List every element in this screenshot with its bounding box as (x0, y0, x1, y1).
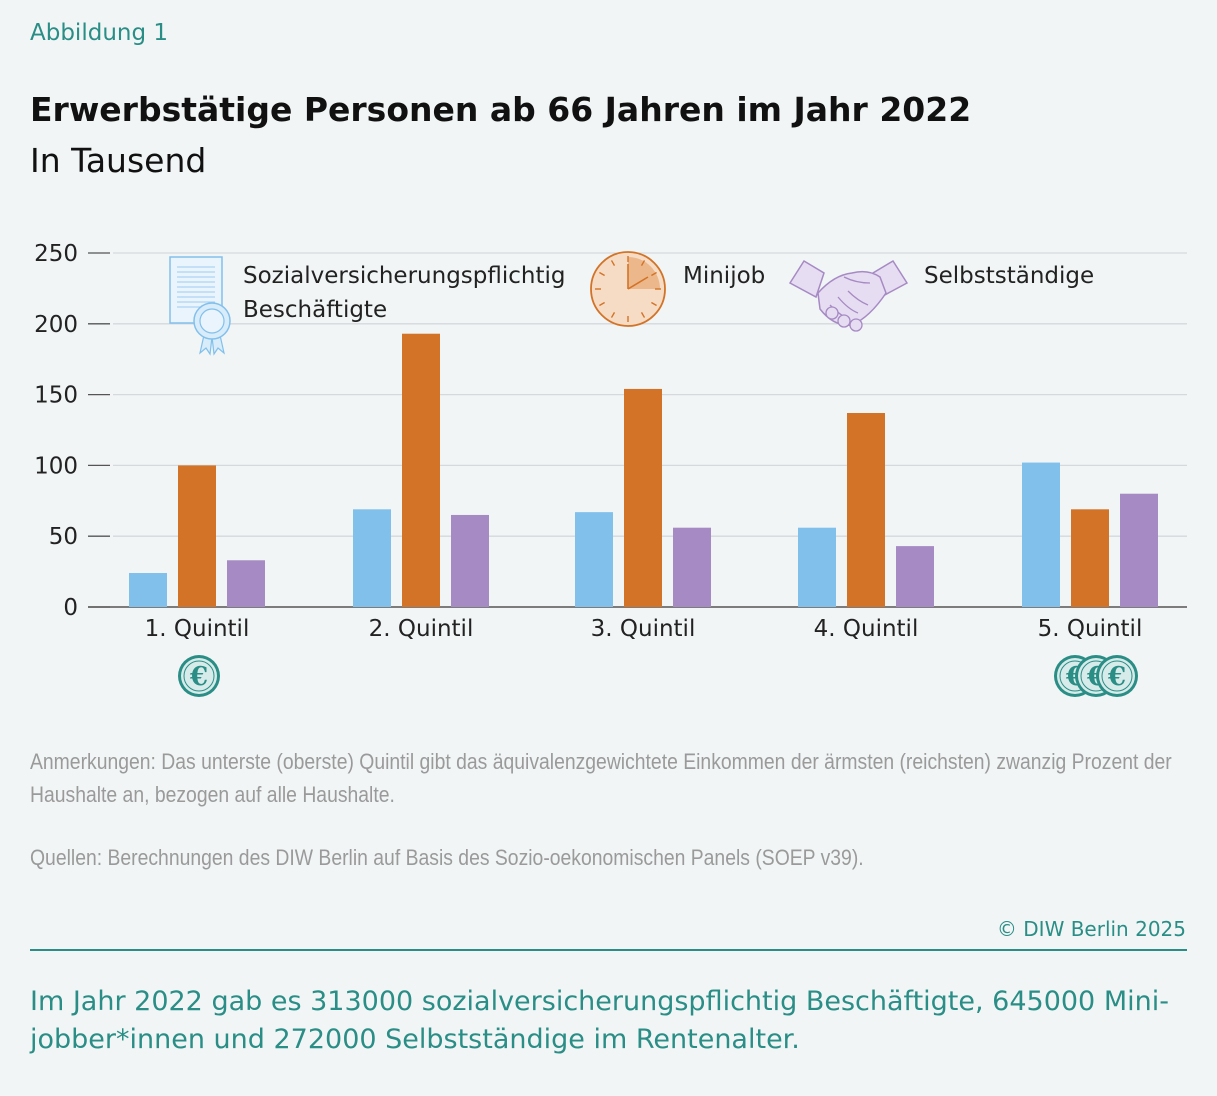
quintile-coins: € € € € (178, 655, 1138, 697)
y-tick-label: 100 (34, 453, 78, 479)
x-tick-label: 3. Quintil (591, 616, 696, 642)
figure-label: Abbildung 1 (30, 20, 169, 46)
legend: Sozialversicherungspflichtig Beschäftigte… (169, 251, 1094, 356)
legend-label: Minijob (683, 263, 765, 289)
bar (798, 527, 836, 607)
bar (624, 388, 662, 607)
certificate-icon (169, 256, 231, 356)
bar (847, 413, 885, 607)
bar (178, 465, 216, 607)
legend-label: Beschäftigte (243, 297, 387, 323)
euro-coins-stack-icon: € € € (1054, 655, 1138, 697)
x-tick-label: 1. Quintil (145, 616, 250, 642)
x-tick-label: 5. Quintil (1038, 616, 1143, 642)
svg-text:€: € (189, 662, 208, 692)
bar (451, 514, 489, 607)
bar (673, 527, 711, 607)
grid-lines: 0 50 100 150 200 250 (34, 241, 1187, 621)
legend-label: Sozialversicherungspflichtig (243, 263, 565, 289)
x-tick-label: 2. Quintil (369, 616, 474, 642)
y-tick-label: 150 (34, 383, 78, 409)
bar (353, 509, 391, 607)
x-tick-label: 4. Quintil (814, 616, 919, 642)
bar-chart: 0 50 100 150 200 250 Sozialversicherungspflic… (34, 241, 1187, 697)
y-tick-label: 50 (49, 524, 78, 550)
bar (575, 512, 613, 607)
chart-title: Erwerbstätige Personen ab 66 Jahren im J… (30, 90, 972, 129)
note-anmerkungen: Anmerkungen: Das unterste (oberste) Quin… (30, 749, 1172, 807)
bars (129, 333, 1158, 607)
bar (227, 560, 265, 607)
bar (1071, 509, 1109, 607)
divider-line (30, 949, 1187, 951)
legend-label: Selbstständige (924, 263, 1094, 289)
note-quellen: Quellen: Berechnungen des DIW Berlin auf… (30, 845, 864, 870)
y-tick-label: 200 (34, 312, 78, 338)
bar (1120, 493, 1158, 607)
bar (896, 546, 934, 607)
y-tick-label: 250 (34, 241, 78, 267)
y-tick-label: 0 (63, 595, 78, 621)
summary-text: Im Jahr 2022 gab es 313000 sozialversich… (30, 986, 1169, 1055)
svg-text:€: € (1107, 662, 1126, 692)
chart-subtitle: In Tausend (30, 141, 207, 180)
bar (1022, 462, 1060, 607)
euro-coin-icon: € (178, 655, 220, 697)
handshake-icon (788, 259, 909, 332)
x-axis-labels: 1. Quintil 2. Quintil 3. Quintil 4. Quintil… (145, 616, 1143, 642)
copyright-notice: © DIW Berlin 2025 (996, 917, 1186, 941)
bar (129, 573, 167, 607)
bar (402, 333, 440, 607)
clock-icon (590, 251, 666, 327)
